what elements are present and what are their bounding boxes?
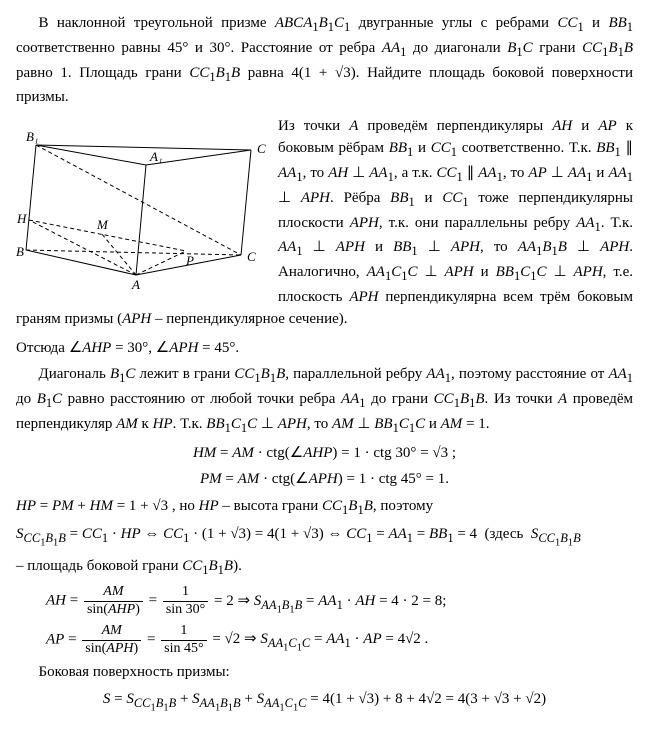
diagonal-para: Диагональ B1C лежит в грани CC1B1B, пара… bbox=[16, 363, 633, 437]
svg-text:A₁: A₁ bbox=[149, 149, 162, 164]
svg-text:C₁: C₁ bbox=[257, 141, 266, 156]
ap-d2: sin 45° bbox=[161, 641, 206, 658]
ap-n2: 1 bbox=[161, 623, 206, 641]
svg-text:B₁: B₁ bbox=[26, 129, 38, 144]
svg-text:C: C bbox=[247, 249, 256, 264]
angles-line: Отсюда ∠AHP = 30°, ∠APH = 45°. bbox=[16, 337, 633, 360]
ap-n1: AM bbox=[82, 623, 141, 641]
solution-block: B₁A₁C₁BACHMP Из точки A проведём перпенд… bbox=[16, 115, 633, 331]
ah-frac2: 1 sin 30° bbox=[163, 584, 208, 619]
ap-tail: = √2 ⇒ SAA1C1C = AA1 · AP = 4√2 . bbox=[212, 631, 428, 647]
formula-hm: HM = AM · ctg(∠AHP) = 1 · ctg 30° = √3 ; bbox=[16, 442, 633, 465]
svg-text:A: A bbox=[131, 277, 140, 292]
ah-lhs: AH = bbox=[46, 593, 82, 609]
ap-lhs: AP = bbox=[46, 631, 80, 647]
ah-frac1: AM sin(AHP) bbox=[84, 584, 143, 619]
ah-d2: sin 30° bbox=[163, 602, 208, 619]
formula-ah: AH = AM sin(AHP) = 1 sin 30° = 2 ⇒ SAA1B… bbox=[46, 584, 633, 619]
ah-d1: sin(AHP) bbox=[84, 602, 143, 619]
ap-frac1: AM sin(APH) bbox=[82, 623, 141, 658]
formula-pm: PM = AM · ctg(∠APH) = 1 · ctg 45° = 1. bbox=[16, 468, 633, 491]
svg-text:P: P bbox=[185, 253, 194, 268]
ap-d1: sin(APH) bbox=[82, 641, 141, 658]
problem-statement: В наклонной треугольной призме ABCA1B1C1… bbox=[16, 12, 633, 109]
face-area-note: – площадь боковой грани CC1B1B). bbox=[16, 555, 633, 580]
prism-diagram: B₁ A₁ C₁ B A C H M P bbox=[16, 115, 266, 300]
ap-frac2: 1 sin 45° bbox=[161, 623, 206, 658]
ah-tail: = 2 ⇒ SAA1B1B = AA1 · AH = 4 · 2 = 8; bbox=[214, 593, 446, 609]
svg-text:H: H bbox=[16, 211, 27, 226]
svg-text:B: B bbox=[16, 244, 24, 259]
formula-ap: AP = AM sin(APH) = 1 sin 45° = √2 ⇒ SAA1… bbox=[46, 623, 633, 658]
final-label: Боковая поверхность призмы: bbox=[16, 661, 633, 684]
ah-n2: 1 bbox=[163, 584, 208, 602]
eq2: = bbox=[147, 631, 159, 647]
hp-line: HP = PM + HM = 1 + √3 , но HP – высота г… bbox=[16, 495, 633, 520]
svg-text:M: M bbox=[96, 217, 109, 232]
eq1: = bbox=[149, 593, 161, 609]
final-formula: S = SCC1B1B + SAA1B1B + SAA1C1C = 4(1 + … bbox=[16, 688, 633, 716]
ah-n1: AM bbox=[84, 584, 143, 602]
face-area-line: SCC1B1B = CC1 · HP ⇔ CC1 · (1 + √3) = 4(… bbox=[16, 523, 633, 551]
